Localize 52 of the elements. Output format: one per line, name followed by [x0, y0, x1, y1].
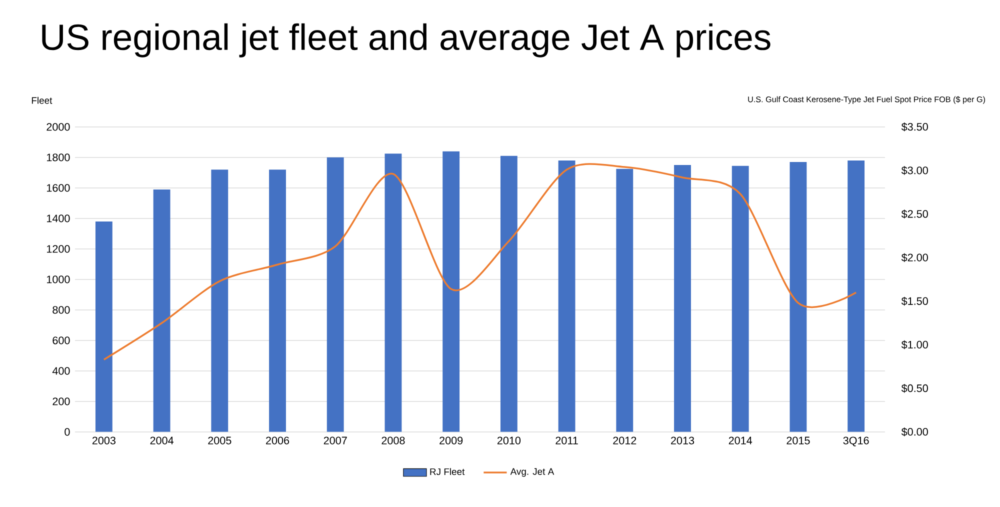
y2-tick-label: $3.50: [901, 122, 928, 132]
y2-tick-label: $2.00: [901, 253, 928, 262]
y-tick-label: 1000: [47, 276, 70, 284]
x-tick-label: 2003: [92, 436, 116, 444]
x-tick-label: 2004: [150, 436, 174, 444]
y2-tick-label: $0.50: [901, 384, 928, 393]
y2-tick-label: $1.50: [901, 296, 928, 306]
bar: [558, 160, 576, 432]
bar: [616, 168, 634, 432]
x-tick-label: 2013: [671, 436, 694, 444]
x-tick-label: 2015: [786, 436, 810, 444]
x-tick-label: 2014: [728, 436, 752, 444]
bar: [95, 222, 112, 432]
bar: [269, 170, 286, 432]
y-tick-label: 1600: [47, 184, 70, 192]
bar: [500, 156, 518, 432]
legend-label: Avg. Jet A: [510, 468, 554, 477]
y2-tick-label: $3.00: [901, 166, 928, 175]
bar: [732, 166, 749, 432]
y-tick-label: 2000: [46, 123, 70, 131]
y-tick-label: 1800: [47, 154, 70, 162]
x-tick-label: 2007: [324, 436, 347, 444]
y2-tick-label: $0.00: [901, 428, 928, 436]
y2-axis-title: U.S. Gulf Coast Kerosene-Type Jet Fuel Spot Price FOB ($ per G): [748, 96, 986, 104]
bar: [848, 160, 865, 432]
y-tick-label: 1400: [47, 214, 70, 222]
bar: [674, 165, 691, 432]
y2-tick-label: $1.00: [901, 340, 928, 350]
x-tick-label: 2009: [440, 436, 463, 444]
y-tick-label: 200: [52, 398, 70, 406]
x-tick-label: 2011: [556, 436, 578, 444]
y-tick-label: 600: [52, 336, 70, 344]
bar: [790, 162, 807, 432]
bar: [326, 157, 344, 432]
bar: [211, 170, 228, 432]
chart-title: US regional jet fleet and average Jet A prices: [42, 23, 770, 58]
y-tick-label: 400: [52, 367, 70, 375]
y-tick-label: 0: [64, 428, 70, 436]
y-tick-label: 1200: [47, 245, 70, 253]
bar: [442, 151, 460, 432]
x-tick-label: 2012: [613, 436, 636, 444]
legend-label: RJ Fleet: [430, 468, 465, 476]
bar: [153, 189, 170, 432]
y-axis-title: Fleet: [32, 96, 52, 104]
bar: [384, 154, 402, 432]
x-tick-label: 2008: [382, 436, 405, 444]
x-tick-label: 2010: [497, 436, 521, 444]
y2-tick-label: $2.50: [901, 210, 928, 218]
x-tick-label: 3Q16: [843, 436, 869, 446]
x-tick-label: 2005: [208, 436, 232, 444]
x-tick-label: 2006: [266, 436, 290, 444]
y-tick-label: 800: [52, 306, 70, 314]
